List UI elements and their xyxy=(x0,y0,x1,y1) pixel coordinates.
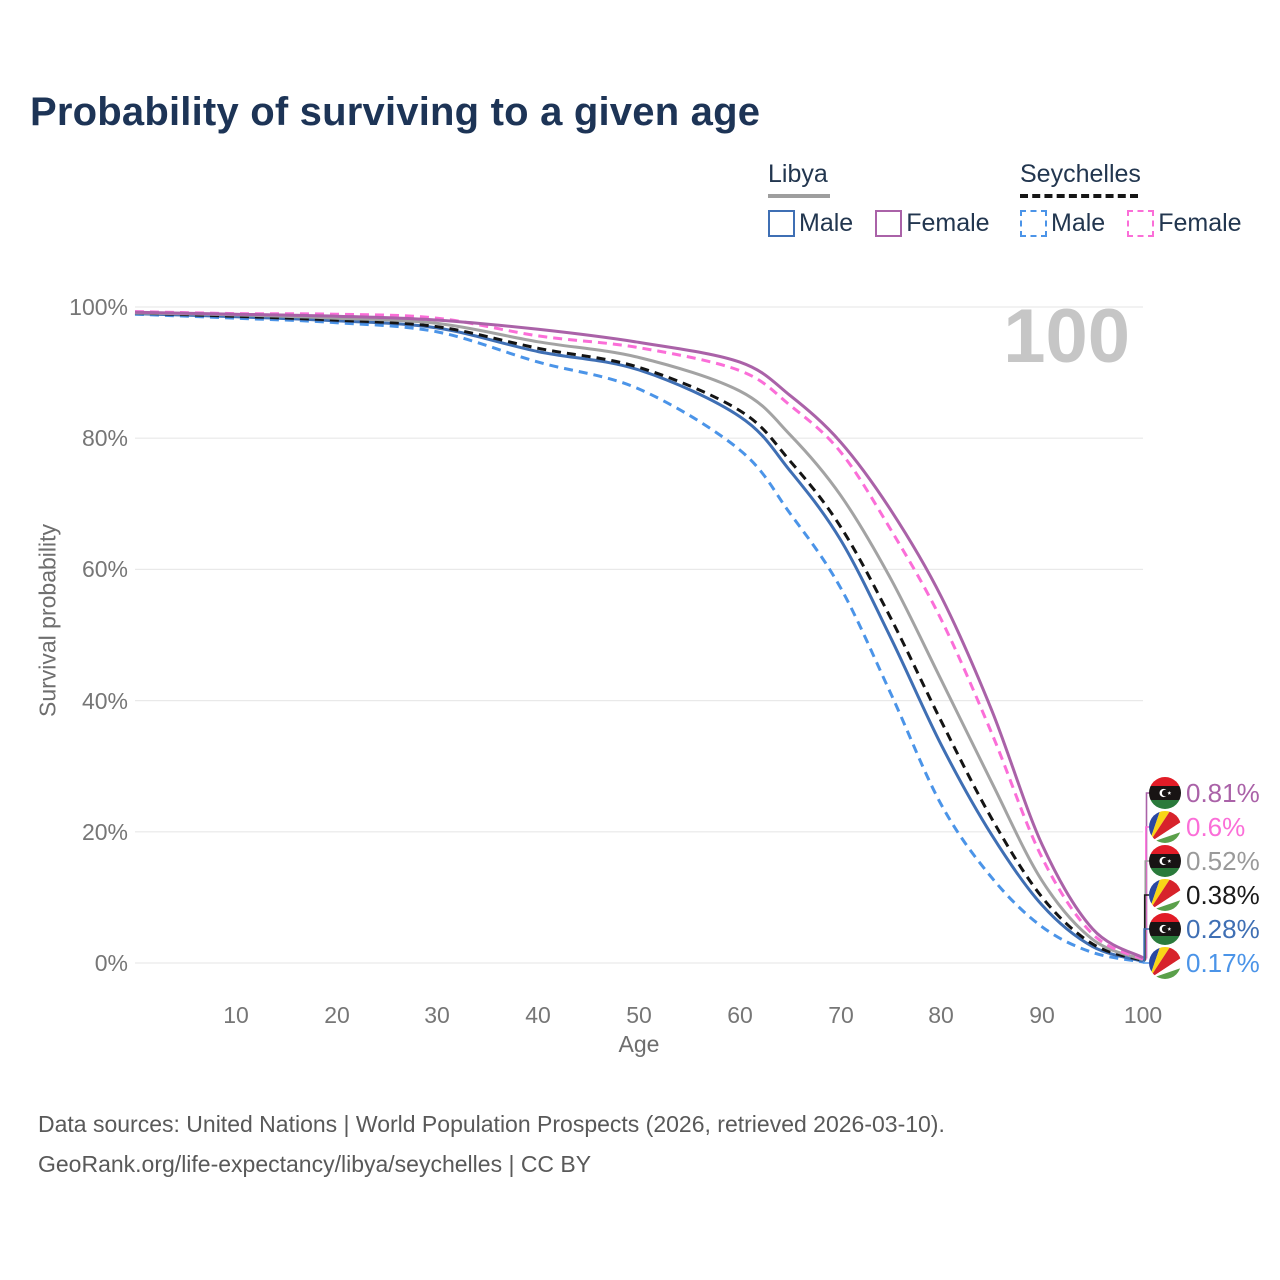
y-tick-60: 60% xyxy=(81,556,128,582)
x-tick-30: 30 xyxy=(424,1002,450,1028)
series-line-seychelles-male xyxy=(134,312,1144,964)
seychelles-flag-icon xyxy=(1149,811,1181,843)
y-tick-0: 0% xyxy=(94,950,128,976)
end-label-libya-male: 0.28% xyxy=(1149,912,1260,946)
x-tick-100: 100 xyxy=(1123,1002,1163,1028)
seychelles-flag-icon xyxy=(1149,947,1181,979)
series-line-libya-both xyxy=(134,311,1144,962)
y-tick-20: 20% xyxy=(81,819,128,845)
x-tick-90: 90 xyxy=(1029,1002,1055,1028)
libya-female-label: Female xyxy=(906,209,990,237)
end-label-libya-female: 0.81% xyxy=(1149,776,1260,810)
y-axis-title: Survival probability xyxy=(34,523,61,718)
seychelles-male-label: Male xyxy=(1051,209,1106,237)
end-label-seychelles-male: 0.17% xyxy=(1149,946,1260,980)
x-tick-80: 80 xyxy=(928,1002,954,1028)
libya-flag-icon xyxy=(1149,913,1181,945)
footer-attribution: GeoRank.org/life-expectancy/libya/seyche… xyxy=(38,1151,592,1177)
series-line-libya-male xyxy=(134,312,1144,963)
leader-line xyxy=(1142,961,1151,964)
seychelles-male-checkbox[interactable] xyxy=(1020,210,1047,237)
seychelles-female-label: Female xyxy=(1158,209,1242,237)
seychelles-flag-icon xyxy=(1149,879,1181,911)
legend-country-seychelles: Seychelles xyxy=(1020,160,1141,188)
series-line-libya-female xyxy=(134,310,1144,960)
y-tick-100: 100% xyxy=(69,294,128,320)
x-tick-70: 70 xyxy=(828,1002,854,1028)
end-value: 0.38% xyxy=(1186,879,1260,910)
footer-data-sources: Data sources: United Nations | World Pop… xyxy=(38,1111,945,1137)
end-label-seychelles-both: 0.38% xyxy=(1149,878,1260,912)
libya-flag-icon xyxy=(1149,845,1181,877)
legend-row-seychelles: Male Female xyxy=(1020,209,1264,238)
page-title: Probability of surviving to a given age xyxy=(30,90,761,134)
legend-group-libya: Libya Male Female xyxy=(768,160,1012,238)
x-tick-60: 60 xyxy=(727,1002,753,1028)
seychelles-female-checkbox[interactable] xyxy=(1127,210,1155,237)
series-line-seychelles-both xyxy=(134,311,1144,962)
end-value: 0.17% xyxy=(1186,947,1260,978)
end-value: 0.81% xyxy=(1186,777,1260,808)
legend-group-seychelles: Seychelles Male Female xyxy=(1020,160,1264,238)
libya-male-label: Male xyxy=(799,209,854,237)
end-label-libya-both: 0.52% xyxy=(1149,844,1260,878)
libya-male-checkbox[interactable] xyxy=(768,210,795,237)
age-watermark: 100 xyxy=(1003,294,1130,379)
legend-country-libya: Libya xyxy=(768,160,828,188)
end-value: 0.28% xyxy=(1186,913,1260,944)
y-tick-40: 40% xyxy=(81,688,128,714)
end-value: 0.52% xyxy=(1186,845,1260,876)
series-line-seychelles-female xyxy=(134,310,1144,961)
legend-row-libya: Male Female xyxy=(768,209,1012,238)
x-tick-40: 40 xyxy=(525,1002,551,1028)
libya-solid-line-sample xyxy=(768,194,830,198)
x-axis-title: Age xyxy=(618,1031,660,1057)
y-tick-80: 80% xyxy=(81,425,128,451)
footer: Data sources: United Nations | World Pop… xyxy=(38,1104,945,1184)
x-tick-20: 20 xyxy=(324,1002,350,1028)
seychelles-dashed-line-sample xyxy=(1020,194,1138,198)
end-value: 0.6% xyxy=(1186,811,1246,842)
x-tick-10: 10 xyxy=(223,1002,249,1028)
libya-female-checkbox[interactable] xyxy=(875,210,903,237)
end-label-seychelles-female: 0.6% xyxy=(1149,810,1245,844)
libya-flag-icon xyxy=(1149,777,1181,809)
x-tick-50: 50 xyxy=(626,1002,652,1028)
